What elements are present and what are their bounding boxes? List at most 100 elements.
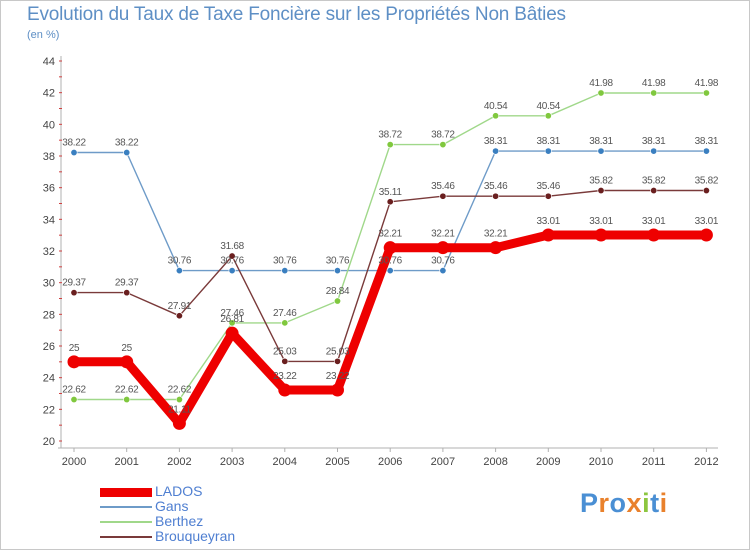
x-tick-label: 2009 <box>536 456 560 468</box>
chart-title: Evolution du Taux de Taxe Foncière sur l… <box>27 4 566 25</box>
data-point-berthez <box>333 297 341 305</box>
data-label-brouqueyran: 35.82 <box>695 176 719 187</box>
x-tick-label: 2001 <box>114 456 138 468</box>
data-point-brouqueyran <box>333 357 341 365</box>
data-label-gans: 38.31 <box>537 136 561 147</box>
legend-label-lados: LADOS <box>155 483 203 499</box>
data-point-berthez <box>650 89 658 97</box>
data-label-lados: 25 <box>69 343 80 354</box>
data-label-gans: 30.76 <box>326 256 350 267</box>
data-point-lados <box>699 228 713 242</box>
data-label-berthez: 41.98 <box>642 78 666 89</box>
x-tick-label: 2003 <box>220 456 244 468</box>
data-point-berthez <box>544 112 552 120</box>
x-tick-label: 2000 <box>62 456 86 468</box>
data-point-lados <box>594 228 608 242</box>
y-tick-label: 24 <box>43 373 55 385</box>
data-label-gans: 30.76 <box>168 256 192 267</box>
data-point-gans <box>702 147 710 155</box>
data-label-gans: 30.76 <box>378 256 402 267</box>
x-tick-label: 2004 <box>273 456 297 468</box>
data-point-berthez <box>439 141 447 149</box>
data-point-berthez <box>597 89 605 97</box>
data-point-lados <box>383 241 397 255</box>
y-tick-label: 42 <box>43 88 55 100</box>
data-point-lados <box>489 241 503 255</box>
y-tick-label: 44 <box>43 56 55 68</box>
data-point-brouqueyran <box>123 289 131 297</box>
logo-letter: i <box>642 488 651 518</box>
legend-label-gans: Gans <box>155 498 189 514</box>
data-label-gans: 38.22 <box>115 138 139 149</box>
logo-letter: P <box>580 488 599 518</box>
y-tick-label: 28 <box>43 309 55 321</box>
y-tick-label: 36 <box>43 183 55 195</box>
data-label-lados: 23.22 <box>326 371 350 382</box>
data-label-brouqueyran: 35.82 <box>589 176 613 187</box>
y-tick-label: 20 <box>43 436 55 448</box>
data-point-gans <box>123 149 131 157</box>
logo-letter: x <box>626 488 643 518</box>
data-label-lados: 32.21 <box>431 229 455 240</box>
data-label-gans: 38.31 <box>695 136 719 147</box>
data-label-berthez: 38.72 <box>431 130 455 141</box>
data-label-brouqueyran: 35.11 <box>379 187 403 198</box>
data-point-gans <box>439 267 447 275</box>
data-point-brouqueyran <box>702 187 710 195</box>
data-label-brouqueyran: 35.46 <box>431 181 455 192</box>
data-point-berthez <box>281 319 289 327</box>
data-point-brouqueyran <box>70 289 78 297</box>
y-tick-label: 40 <box>43 119 55 131</box>
data-point-berthez <box>175 396 183 404</box>
data-point-brouqueyran <box>175 312 183 320</box>
y-axis-ticks: 20 22 24 26 28 30 32 34 36 38 40 42 44 <box>43 56 55 448</box>
data-point-gans <box>492 147 500 155</box>
data-point-berthez <box>228 319 236 327</box>
data-point-brouqueyran <box>492 192 500 200</box>
data-label-gans: 38.31 <box>484 136 508 147</box>
data-point-gans <box>544 147 552 155</box>
data-label-lados: 33.01 <box>695 216 719 227</box>
logo-letter: r <box>598 488 610 518</box>
data-point-berthez <box>492 112 500 120</box>
series-points <box>67 89 713 430</box>
x-axis-ticks: 2000 2001 2002 2003 2004 2005 2006 2007 2008 2009… <box>62 448 719 468</box>
data-label-brouqueyran: 25.03 <box>326 346 350 357</box>
data-label-berthez: 38.72 <box>378 130 402 141</box>
data-label-lados: 26.81 <box>220 314 244 325</box>
proxiti-logo: Proxiti <box>580 488 668 519</box>
logo-letter: o <box>609 488 627 518</box>
data-label-brouqueyran: 35.46 <box>537 181 561 192</box>
data-point-berthez <box>386 141 394 149</box>
legend-swatch-gans <box>100 506 152 508</box>
data-label-lados: 32.21 <box>484 229 508 240</box>
data-point-gans <box>386 267 394 275</box>
data-point-brouqueyran <box>650 187 658 195</box>
data-label-brouqueyran: 29.37 <box>115 278 139 289</box>
legend-label-brouqueyran: Brouqueyran <box>155 528 236 544</box>
x-tick-label: 2012 <box>694 456 718 468</box>
data-label-berthez: 28.84 <box>326 286 350 297</box>
x-tick-label: 2010 <box>589 456 613 468</box>
legend-swatch-brouqueyran <box>100 536 152 538</box>
data-label-gans: 30.76 <box>431 256 455 267</box>
data-label-lados: 21.11 <box>168 404 192 415</box>
data-label-gans: 38.31 <box>642 136 666 147</box>
data-label-berthez: 27.46 <box>273 308 297 319</box>
data-label-brouqueyran: 29.37 <box>62 278 86 289</box>
data-point-brouqueyran <box>386 198 394 206</box>
data-label-lados: 33.01 <box>589 216 613 227</box>
x-tick-label: 2011 <box>642 456 666 468</box>
data-point-gans <box>70 149 78 157</box>
data-label-lados: 32.21 <box>378 229 402 240</box>
logo-letter: i <box>659 488 668 518</box>
data-point-lados <box>436 241 450 255</box>
data-label-brouqueyran: 27.91 <box>168 301 192 312</box>
data-point-lados <box>331 383 344 397</box>
data-point-gans <box>650 147 658 155</box>
chart-subtitle: (en %) <box>27 29 60 41</box>
x-tick-label: 2008 <box>483 456 507 468</box>
axes <box>58 56 718 449</box>
